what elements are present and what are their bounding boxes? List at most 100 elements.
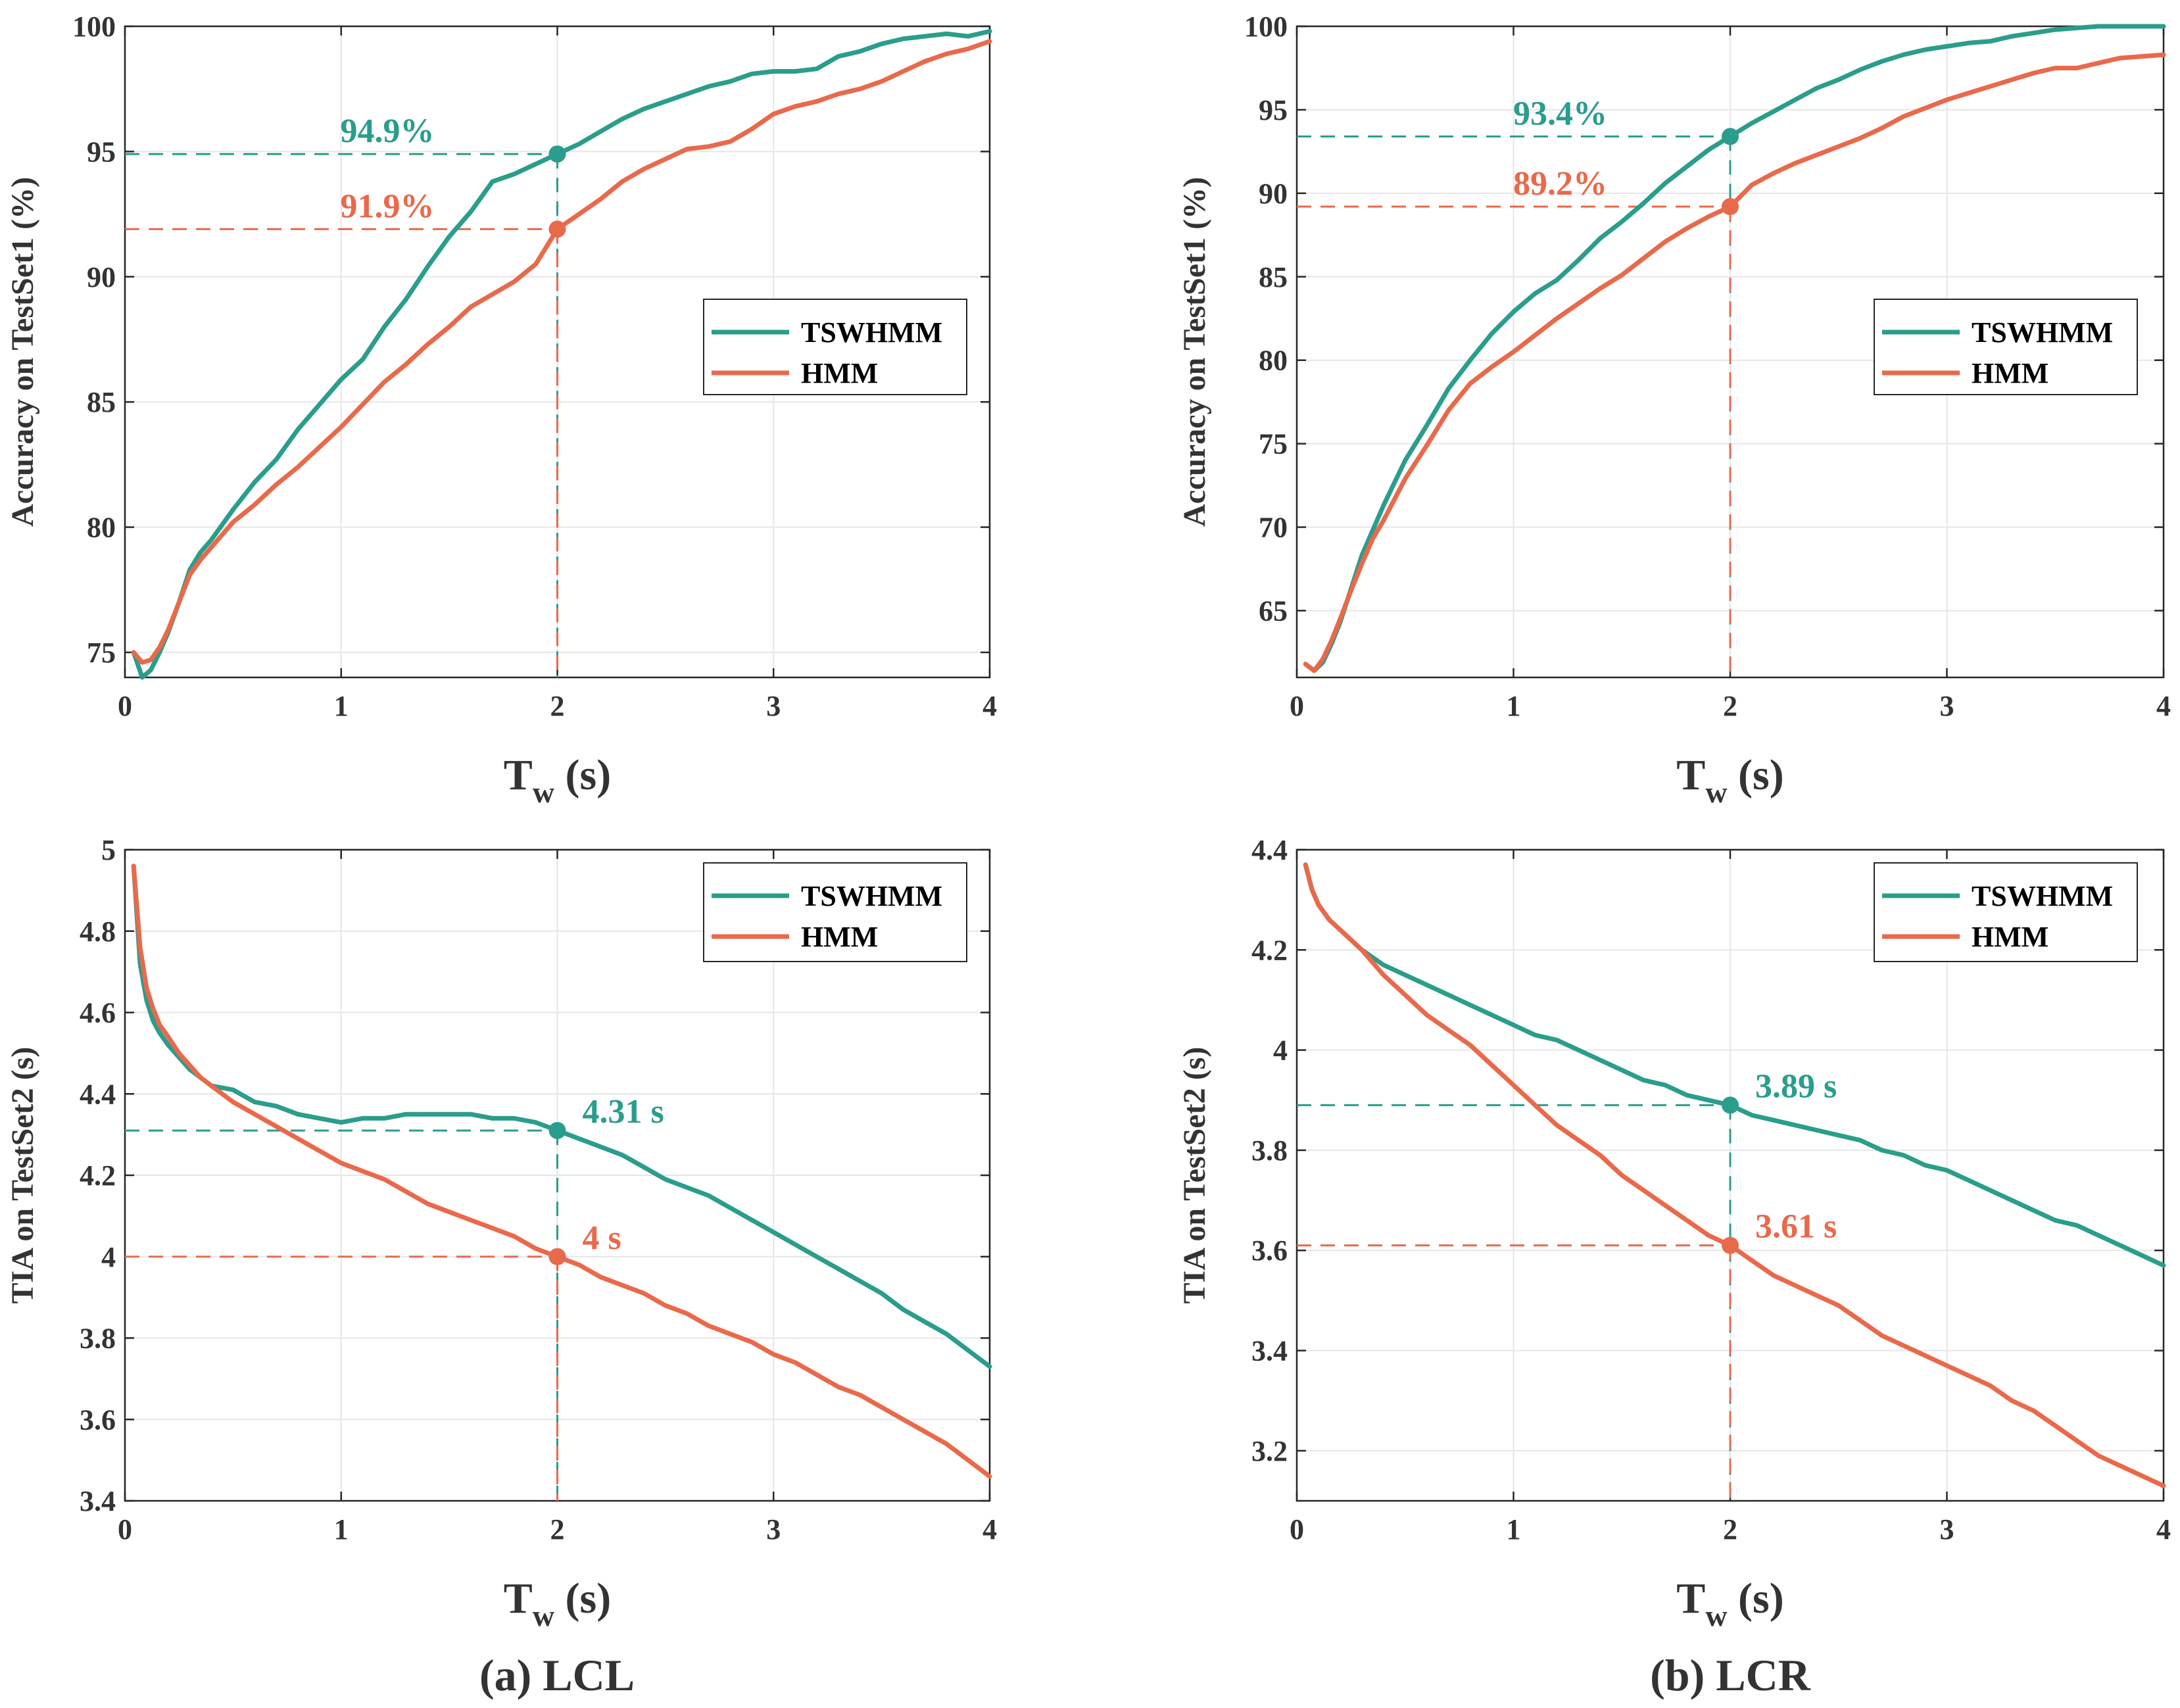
annotation-marker	[548, 1248, 566, 1265]
x-axis-label-subscript: w	[1705, 775, 1727, 809]
annotation-marker	[1722, 198, 1739, 216]
legend-box	[703, 299, 967, 395]
y-tick-label: 4.2	[1251, 934, 1288, 966]
annotation-marker	[548, 145, 566, 163]
annotation-marker	[1722, 1096, 1739, 1114]
y-tick-label: 3.6	[1251, 1234, 1288, 1267]
y-tick-label: 3.8	[80, 1323, 116, 1355]
x-axis-label-subscript: w	[533, 775, 554, 809]
series-line-hmm	[131, 39, 992, 665]
y-tick-label: 4.6	[80, 997, 116, 1029]
chart-a-bottom: 0 1 2 3 4 3.4 3.6 3.8 4 4.2 4.4 4.6 4.8 5 Tw (s) TIA on…	[5, 834, 997, 1632]
y-tick-label: 85	[1259, 261, 1288, 293]
x-axis-label-unit: (s)	[554, 1574, 611, 1623]
y-tick-label: 100	[72, 11, 116, 43]
x-axis-label-main: T	[1676, 751, 1705, 799]
series-line-hmm	[1303, 52, 2166, 673]
y-tick-label: 70	[1259, 512, 1288, 544]
y-tick-label: 95	[1259, 94, 1288, 126]
annotation-marker	[1722, 1236, 1739, 1254]
x-axis-label: Tw (s)	[504, 1574, 611, 1632]
x-tick-label: 0	[118, 690, 132, 722]
x-tick-label: 4	[2156, 1513, 2171, 1546]
y-tick-label: 4.8	[80, 915, 116, 948]
x-tick-label: 0	[1290, 1513, 1304, 1546]
x-axis-label-main: T	[1676, 1574, 1705, 1623]
annotation-label: 91.9%	[341, 187, 435, 225]
legend-label-hmm: HMM	[801, 921, 878, 953]
y-tick-label: 75	[87, 637, 116, 669]
x-tick-label: 4	[982, 1513, 997, 1546]
annotation-label: 93.4%	[1513, 95, 1607, 133]
x-tick-label: 4	[2156, 690, 2171, 722]
chart-a-top: 0 1 2 3 4 75 80 85 90 95 100 Tw (s) Accuracy on Test…	[5, 11, 997, 809]
annotation-label: 94.9%	[341, 112, 435, 150]
caption-a: (a) LCL	[479, 1650, 635, 1700]
x-axis-label-main: T	[504, 1574, 533, 1623]
y-axis-label: Accuracy on TestSet1 (%)	[1177, 177, 1212, 527]
y-tick-label: 3.6	[80, 1403, 116, 1436]
legend-label-tswhmm: TSWHMM	[801, 880, 942, 912]
legend-label-hmm: HMM	[801, 357, 878, 389]
x-tick-label: 1	[334, 690, 349, 722]
x-tick-label: 4	[982, 690, 997, 722]
x-axis-label: Tw (s)	[1676, 1574, 1783, 1632]
annotation-marker	[548, 220, 566, 238]
annotation-label: 4.31 s	[583, 1093, 664, 1131]
y-axis-label: Accuracy on TestSet1 (%)	[5, 177, 40, 527]
annotation-label: 3.61 s	[1755, 1208, 1837, 1246]
y-tick-label: 3.4	[1251, 1335, 1288, 1367]
legend-label-tswhmm: TSWHMM	[1972, 880, 2113, 912]
x-axis-label-unit: (s)	[1728, 751, 1784, 799]
y-tick-label: 95	[87, 135, 116, 168]
x-tick-label: 1	[1507, 690, 1521, 722]
x-axis-label: Tw (s)	[504, 751, 611, 809]
series-line-tswhmm	[131, 29, 992, 680]
annotation-marker	[1722, 128, 1739, 145]
y-tick-label: 3.4	[80, 1485, 116, 1517]
y-tick-label: 4.4	[80, 1078, 116, 1110]
y-tick-label: 90	[1259, 178, 1288, 210]
x-tick-label: 1	[1507, 1513, 1521, 1546]
y-axis-label: TIA on TestSet2 (s)	[5, 1047, 40, 1304]
x-axis-label-main: T	[504, 751, 533, 799]
legend-box	[703, 862, 967, 962]
y-axis-label: TIA on TestSet2 (s)	[1177, 1047, 1212, 1304]
legend-label-tswhmm: TSWHMM	[1972, 316, 2113, 349]
x-tick-label: 0	[1290, 690, 1304, 722]
x-tick-label: 0	[118, 1513, 132, 1546]
x-axis-label-unit: (s)	[1728, 1574, 1784, 1623]
series-line-hmm	[131, 864, 992, 1479]
legend-label-hmm: HMM	[1972, 357, 2048, 389]
y-tick-label: 80	[1259, 345, 1288, 377]
y-tick-label: 75	[1259, 428, 1288, 460]
y-tick-label: 85	[87, 386, 116, 418]
y-tick-label: 65	[1259, 595, 1288, 627]
chart-b-bottom: 0 1 2 3 4 3.2 3.4 3.6 3.8 4 4.2 4.4 Tw (s) TIA on Tes…	[1177, 834, 2171, 1632]
annotation-label: 89.2%	[1513, 165, 1607, 203]
y-tick-label: 4	[101, 1241, 116, 1273]
caption-b: (b) LCR	[1650, 1650, 1811, 1700]
legend-label-hmm: HMM	[1972, 921, 2048, 953]
legend-box	[1874, 862, 2138, 962]
annotation-label: 3.89 s	[1755, 1067, 1837, 1105]
x-axis-label-subscript: w	[1705, 1599, 1727, 1632]
y-tick-label: 3.2	[1251, 1435, 1288, 1467]
x-tick-label: 1	[334, 1513, 349, 1546]
legend-box	[1874, 299, 2138, 395]
legend-label-tswhmm: TSWHMM	[801, 316, 942, 349]
y-tick-label: 5	[101, 834, 116, 866]
x-tick-label: 3	[766, 1513, 781, 1546]
series-line-hmm	[1303, 862, 2166, 1488]
x-axis-label: Tw (s)	[1676, 751, 1783, 809]
x-axis-label-unit: (s)	[554, 751, 611, 799]
x-tick-label: 2	[1723, 1513, 1737, 1546]
y-tick-label: 3.8	[1251, 1135, 1288, 1167]
annotation-marker	[548, 1121, 566, 1139]
y-tick-label: 4.2	[80, 1159, 116, 1192]
series-line-tswhmm	[1303, 24, 2166, 673]
x-tick-label: 3	[766, 690, 781, 722]
y-tick-label: 4	[1273, 1035, 1288, 1067]
series-line-tswhmm	[1303, 862, 2166, 1268]
